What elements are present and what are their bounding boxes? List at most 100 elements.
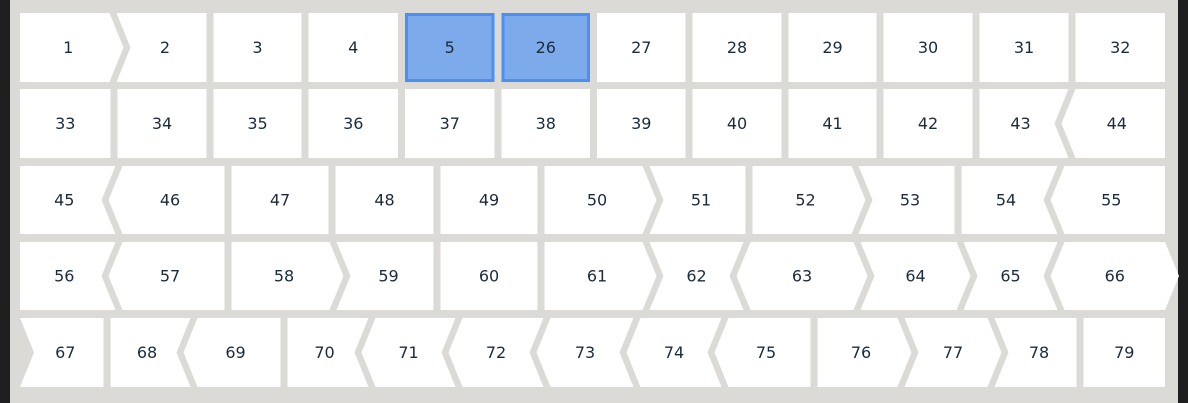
grid-cell-76[interactable]: 76 bbox=[817, 318, 912, 387]
cell-shape bbox=[788, 89, 877, 158]
grid-cell-44[interactable]: 44 bbox=[1061, 89, 1166, 158]
grid-cell-26[interactable]: 26 bbox=[501, 13, 590, 82]
grid-cell-74[interactable]: 74 bbox=[626, 318, 722, 387]
grid-cell-39[interactable]: 39 bbox=[597, 89, 686, 158]
grid-cell-71[interactable]: 71 bbox=[361, 318, 456, 387]
grid-cell-46[interactable]: 46 bbox=[108, 166, 225, 234]
grid-cell-70[interactable]: 70 bbox=[287, 318, 369, 387]
grid-cell-51[interactable]: 51 bbox=[649, 166, 746, 234]
grid-cell-5[interactable]: 5 bbox=[405, 13, 495, 82]
grid-cell-2[interactable]: 2 bbox=[116, 13, 207, 82]
cell-shape bbox=[440, 166, 538, 234]
cell-shape bbox=[883, 89, 973, 158]
grid-cell-48[interactable]: 48 bbox=[335, 166, 434, 234]
cell-label: 76 bbox=[851, 343, 871, 362]
cell-shape bbox=[361, 318, 456, 387]
cell-shape bbox=[979, 13, 1069, 82]
grid-cell-33[interactable]: 33 bbox=[20, 89, 111, 158]
cell-shape bbox=[287, 318, 369, 387]
cell-shape bbox=[405, 89, 495, 158]
grid-cell-60[interactable]: 60 bbox=[440, 242, 538, 310]
cell-label: 63 bbox=[792, 267, 812, 286]
cell-shape bbox=[1075, 13, 1165, 82]
cell-shape bbox=[626, 318, 722, 387]
grid-cell-43[interactable]: 43 bbox=[979, 89, 1069, 158]
grid-cell-41[interactable]: 41 bbox=[788, 89, 877, 158]
cell-shape bbox=[308, 13, 398, 82]
cell-shape bbox=[714, 318, 811, 387]
grid-cell-72[interactable]: 72 bbox=[448, 318, 544, 387]
cell-label: 33 bbox=[55, 114, 75, 133]
grid-cell-31[interactable]: 31 bbox=[979, 13, 1069, 82]
cell-shape bbox=[335, 166, 434, 234]
cell-shape bbox=[858, 166, 955, 234]
grid-cell-35[interactable]: 35 bbox=[213, 89, 302, 158]
grid-cell-64[interactable]: 64 bbox=[860, 242, 971, 310]
grid-cell-36[interactable]: 36 bbox=[308, 89, 399, 158]
grid-cell-1[interactable]: 1 bbox=[20, 13, 124, 82]
cell-shape bbox=[736, 242, 868, 310]
cell-label: 75 bbox=[756, 343, 776, 362]
grid-cell-3[interactable]: 3 bbox=[213, 13, 302, 82]
grid-cell-53[interactable]: 53 bbox=[858, 166, 955, 234]
cell-shape bbox=[405, 13, 495, 82]
cell-shape bbox=[108, 166, 225, 234]
cell-label: 77 bbox=[943, 343, 963, 362]
grid-cell-27[interactable]: 27 bbox=[597, 13, 686, 82]
grid-cell-28[interactable]: 28 bbox=[692, 13, 782, 82]
grid-cell-47[interactable]: 47 bbox=[231, 166, 329, 234]
cell-shape bbox=[231, 166, 329, 234]
grid-cell-58[interactable]: 58 bbox=[231, 242, 344, 310]
cell-shape bbox=[649, 242, 744, 310]
grid-cell-63[interactable]: 63 bbox=[736, 242, 868, 310]
cell-shape bbox=[544, 242, 657, 310]
cell-label: 31 bbox=[1014, 38, 1034, 57]
grid-cell-40[interactable]: 40 bbox=[692, 89, 782, 158]
grid-cell-29[interactable]: 29 bbox=[788, 13, 877, 82]
grid-cell-69[interactable]: 69 bbox=[183, 318, 281, 387]
grid-cell-34[interactable]: 34 bbox=[117, 89, 207, 158]
grid-cell-78[interactable]: 78 bbox=[994, 318, 1077, 387]
grid-cell-59[interactable]: 59 bbox=[336, 242, 434, 310]
grid-cell-50[interactable]: 50 bbox=[544, 166, 657, 234]
grid-cell-66[interactable]: 66 bbox=[1050, 242, 1180, 310]
grid-cell-55[interactable]: 55 bbox=[1050, 166, 1166, 234]
cell-label: 61 bbox=[587, 267, 607, 286]
cell-label: 34 bbox=[152, 114, 172, 133]
cell-label: 26 bbox=[536, 38, 556, 57]
cell-label: 36 bbox=[343, 114, 363, 133]
grid-cell-73[interactable]: 73 bbox=[536, 318, 634, 387]
cell-shape bbox=[116, 13, 207, 82]
grid-cell-52[interactable]: 52 bbox=[752, 166, 866, 234]
cell-label: 52 bbox=[795, 191, 815, 210]
cell-label: 50 bbox=[587, 191, 607, 210]
grid-cell-56[interactable]: 56 bbox=[20, 242, 116, 310]
grid-cell-75[interactable]: 75 bbox=[714, 318, 811, 387]
grid-cell-37[interactable]: 37 bbox=[405, 89, 495, 158]
grid-cell-4[interactable]: 4 bbox=[308, 13, 399, 82]
grid-cell-61[interactable]: 61 bbox=[544, 242, 657, 310]
grid-cell-79[interactable]: 79 bbox=[1083, 318, 1166, 387]
grid-cell-68[interactable]: 68 bbox=[110, 318, 191, 387]
cell-label: 54 bbox=[996, 191, 1016, 210]
grid-cell-32[interactable]: 32 bbox=[1075, 13, 1166, 82]
cell-label: 79 bbox=[1114, 343, 1134, 362]
grid-cell-62[interactable]: 62 bbox=[649, 242, 744, 310]
cell-label: 74 bbox=[664, 343, 684, 362]
cell-label: 57 bbox=[160, 267, 180, 286]
grid-cell-42[interactable]: 42 bbox=[883, 89, 973, 158]
grid-cell-65[interactable]: 65 bbox=[963, 242, 1058, 310]
cell-shape bbox=[860, 242, 971, 310]
grid-cell-67[interactable]: 67 bbox=[20, 318, 104, 387]
grid-cell-77[interactable]: 77 bbox=[904, 318, 1002, 387]
grid-cell-54[interactable]: 54 bbox=[961, 166, 1058, 234]
grid-cell-57[interactable]: 57 bbox=[108, 242, 225, 310]
grid-cell-49[interactable]: 49 bbox=[440, 166, 538, 234]
cell-shape bbox=[1083, 318, 1165, 387]
grid-cell-45[interactable]: 45 bbox=[20, 166, 116, 234]
grid-cell-30[interactable]: 30 bbox=[883, 13, 973, 82]
grid-cell-38[interactable]: 38 bbox=[501, 89, 591, 158]
cell-label: 59 bbox=[378, 267, 398, 286]
cell-shape bbox=[183, 318, 281, 387]
